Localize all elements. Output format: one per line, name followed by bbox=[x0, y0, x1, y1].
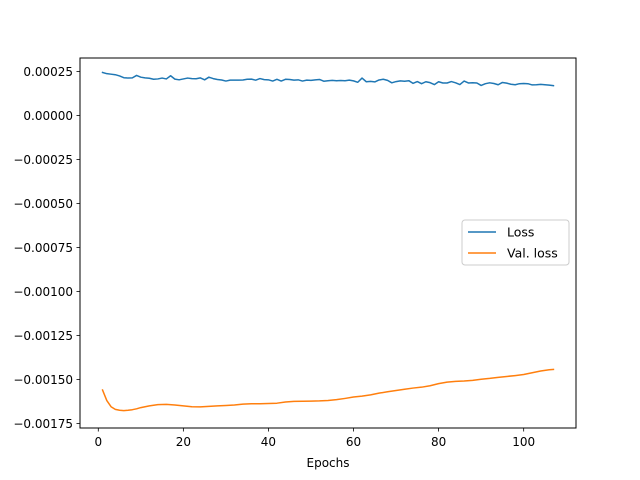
x-tick-label: 80 bbox=[431, 435, 446, 449]
x-axis-title: Epochs bbox=[307, 456, 350, 470]
y-tick-label: −0.00025 bbox=[13, 153, 73, 167]
y-tick-label: −0.00075 bbox=[13, 241, 73, 255]
series-line-2 bbox=[101, 368, 555, 412]
series-line-1 bbox=[101, 71, 555, 87]
y-tick-label: −0.00125 bbox=[13, 329, 73, 343]
y-axis: 0.00025 0.00000 −0.00025 −0.00050 −0.00075 −0… bbox=[13, 65, 80, 431]
legend-label-2: Val. loss bbox=[507, 246, 558, 261]
plot-area-frame bbox=[79, 57, 577, 429]
x-tick-label: 0 bbox=[94, 435, 102, 449]
y-tick-label: −0.00100 bbox=[13, 285, 73, 299]
x-tick-label: 60 bbox=[346, 435, 361, 449]
x-axis: 0 20 40 60 80 100 bbox=[94, 428, 535, 449]
y-tick-label: −0.00175 bbox=[13, 417, 73, 431]
y-tick-label: −0.00150 bbox=[13, 373, 73, 387]
x-tick-label: 20 bbox=[176, 435, 191, 449]
legend-entries: Loss Val. loss bbox=[468, 225, 558, 261]
y-tick-label: −0.00050 bbox=[13, 197, 73, 211]
plot-lines bbox=[101, 71, 555, 412]
legend: Loss Val. loss bbox=[461, 219, 570, 266]
y-tick-label: 0.00000 bbox=[23, 109, 73, 123]
x-tick-label: 40 bbox=[261, 435, 276, 449]
y-tick-label: 0.00025 bbox=[23, 65, 73, 79]
x-tick-label: 100 bbox=[512, 435, 535, 449]
legend-label-1: Loss bbox=[507, 225, 534, 240]
